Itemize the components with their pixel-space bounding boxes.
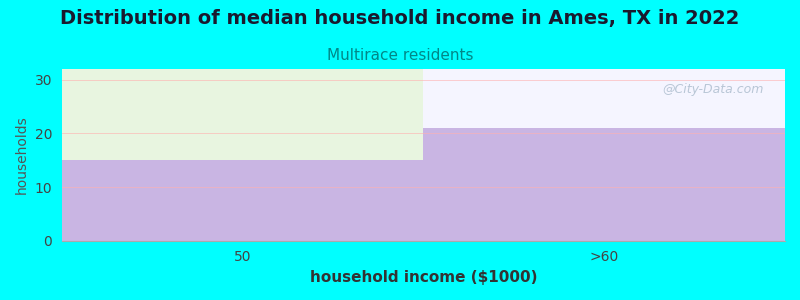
Bar (423, 128, 785, 241)
Text: Multirace residents: Multirace residents (326, 48, 474, 63)
Bar (62, 69, 423, 241)
Text: @City-Data.com: @City-Data.com (662, 83, 763, 96)
Bar (423, 69, 785, 241)
Text: Distribution of median household income in Ames, TX in 2022: Distribution of median household income … (60, 9, 740, 28)
X-axis label: household income ($1000): household income ($1000) (310, 270, 538, 285)
Bar (62, 160, 423, 241)
Y-axis label: households: households (15, 116, 29, 194)
